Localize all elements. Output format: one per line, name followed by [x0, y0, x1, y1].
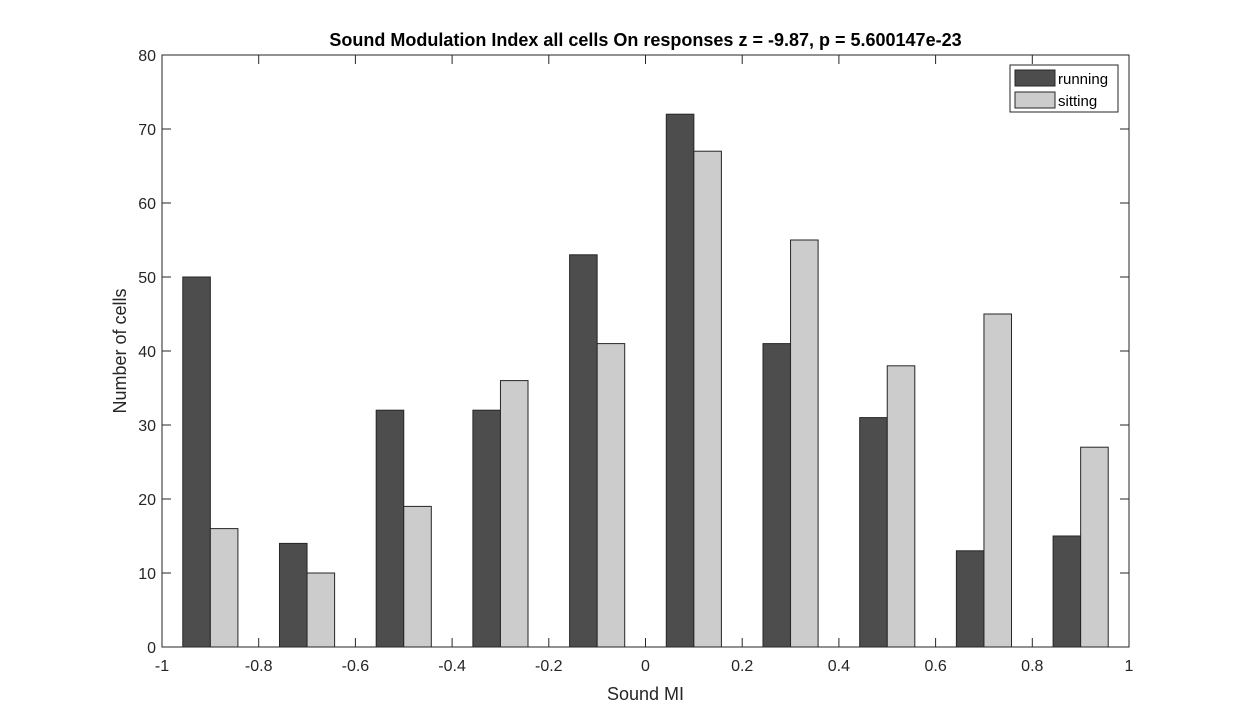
- bar-sitting-7: [886, 365, 916, 648]
- x-tick-label: 0.6: [924, 658, 946, 675]
- bar-running-8: [955, 550, 985, 648]
- y-tick-label: 60: [138, 196, 156, 213]
- legend-swatch-sitting: [1014, 91, 1056, 109]
- bars-group: [182, 113, 1109, 648]
- y-tick-label: 30: [138, 418, 156, 435]
- bar-running-2: [375, 409, 405, 648]
- bar-sitting-3: [499, 380, 529, 648]
- y-tick-label: 10: [138, 566, 156, 583]
- y-tick-label: 20: [138, 492, 156, 509]
- bar-running-5: [665, 113, 695, 648]
- bar-sitting-0: [209, 528, 239, 648]
- x-tick-label: -0.6: [342, 658, 370, 675]
- bar-sitting-1: [306, 572, 336, 648]
- bar-running-9: [1052, 535, 1082, 648]
- plot-area: [162, 55, 1129, 647]
- y-tick-label: 50: [138, 270, 156, 287]
- bar-running-6: [762, 343, 792, 648]
- bar-running-7: [859, 417, 888, 648]
- x-tick-label: 0.8: [1021, 658, 1043, 675]
- y-tick-label: 40: [138, 344, 156, 361]
- x-tick-label: -1: [155, 658, 169, 675]
- x-tick-labels: -1 -0.8 -0.6 -0.4 -0.2 0 0.2 0.4 0.6 0.8 1: [155, 658, 1134, 675]
- y-tick-label: 0: [147, 640, 156, 657]
- legend: running sitting: [1009, 64, 1119, 113]
- bar-running-3: [472, 409, 501, 648]
- y-tick-label: 80: [138, 48, 156, 65]
- bar-sitting-2: [403, 505, 432, 648]
- x-tick-label: -0.4: [438, 658, 466, 675]
- x-tick-label: 0.4: [828, 658, 850, 675]
- x-tick-label: -0.8: [245, 658, 273, 675]
- legend-label-sitting: sitting: [1058, 93, 1097, 110]
- legend-label-running: running: [1058, 71, 1108, 88]
- bar-running-1: [278, 542, 308, 648]
- chart-title: Sound Modulation Index all cells On resp…: [329, 30, 961, 50]
- y-tick-labels: 0 10 20 30 40 50 60 70 80: [138, 48, 156, 657]
- bar-running-0: [182, 276, 211, 648]
- x-tick-label: -0.2: [535, 658, 563, 675]
- bar-sitting-6: [790, 239, 819, 648]
- x-tick-label: 0: [641, 658, 650, 675]
- legend-swatch-running: [1014, 69, 1056, 87]
- x-axis-label: Sound MI: [607, 684, 684, 704]
- bar-sitting-8: [983, 313, 1013, 648]
- bar-running-4: [569, 254, 598, 648]
- y-tick-label: 70: [138, 122, 156, 139]
- bar-sitting-9: [1080, 446, 1109, 648]
- axes-box: [161, 54, 1130, 648]
- y-axis-label: Number of cells: [110, 288, 130, 413]
- x-tick-label: 1: [1125, 658, 1134, 675]
- x-tick-label: 0.2: [731, 658, 753, 675]
- bar-sitting-5: [693, 150, 722, 648]
- bar-sitting-4: [596, 343, 626, 648]
